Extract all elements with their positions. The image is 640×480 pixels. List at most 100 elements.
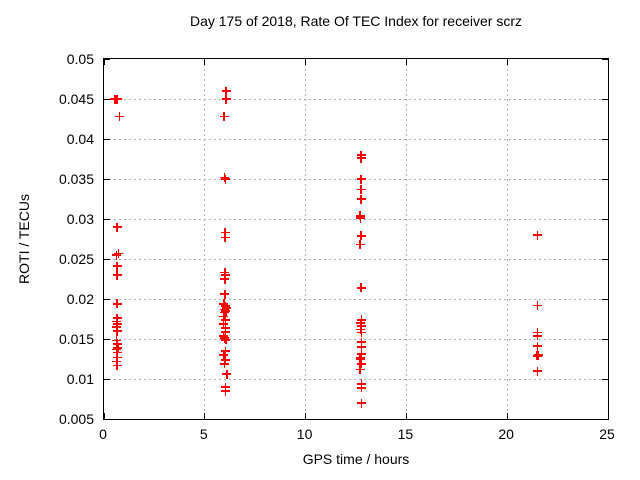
data-point xyxy=(112,222,122,232)
data-point xyxy=(220,315,230,325)
tick-mark-y-right xyxy=(602,58,608,60)
tick-mark-y-right xyxy=(602,98,608,100)
x-tick-label: 5 xyxy=(199,426,208,442)
y-axis-label: ROTI / TECUs xyxy=(16,194,32,284)
data-point xyxy=(355,364,365,374)
data-point xyxy=(356,318,366,328)
data-point xyxy=(355,354,365,364)
chart-title: Day 175 of 2018, Rate Of TEC Index for r… xyxy=(189,13,522,29)
data-point xyxy=(532,230,542,240)
data-point xyxy=(219,112,229,122)
data-point xyxy=(356,283,366,293)
data-point xyxy=(220,346,230,356)
data-point xyxy=(356,194,366,204)
y-tick-label: 0.02 xyxy=(66,291,94,307)
tick-mark-y-left xyxy=(104,58,110,60)
tick-mark-x-bottom xyxy=(607,413,609,419)
tick-mark-y-left xyxy=(104,338,110,340)
y-tick-label: 0.025 xyxy=(58,251,94,267)
data-point xyxy=(356,184,366,194)
data-point xyxy=(355,240,365,250)
tick-mark-x-bottom xyxy=(305,413,307,419)
data-point xyxy=(112,250,122,260)
data-point xyxy=(219,312,229,322)
x-tick-label: 10 xyxy=(296,426,313,442)
grid-line-x xyxy=(204,59,206,419)
data-point xyxy=(357,321,367,331)
grid-line-x xyxy=(305,59,307,419)
data-point xyxy=(112,360,122,370)
y-tick-label: 0.005 xyxy=(58,411,94,427)
data-point xyxy=(357,383,367,393)
data-point xyxy=(112,299,122,309)
tick-mark-y-right xyxy=(602,258,608,260)
tick-mark-y-left xyxy=(104,138,110,140)
y-tick-label: 0.045 xyxy=(58,91,94,107)
data-point xyxy=(357,359,367,369)
tick-mark-y-right xyxy=(602,338,608,340)
data-point xyxy=(112,270,122,280)
data-point xyxy=(532,366,542,376)
data-point xyxy=(221,306,231,316)
data-point xyxy=(222,369,232,379)
x-tick-label: 25 xyxy=(599,426,615,442)
tick-mark-x-bottom xyxy=(506,413,508,419)
data-point xyxy=(356,153,366,163)
data-point xyxy=(112,261,122,271)
data-point xyxy=(220,289,230,299)
grid-line-y xyxy=(104,218,608,220)
data-point xyxy=(114,112,124,122)
grid-line-y xyxy=(104,258,608,260)
tick-mark-x-top xyxy=(204,59,206,65)
data-point xyxy=(220,301,230,311)
data-point xyxy=(219,331,229,341)
data-point xyxy=(113,343,123,353)
grid-line-y xyxy=(104,338,608,340)
data-point xyxy=(221,86,231,96)
tick-mark-x-top xyxy=(607,59,609,65)
data-point xyxy=(219,299,229,309)
grid-line-y xyxy=(104,98,608,100)
y-tick-label: 0.05 xyxy=(66,51,94,67)
y-tick-label: 0.04 xyxy=(66,131,94,147)
grid-line-x xyxy=(506,59,508,419)
tick-mark-x-top xyxy=(506,59,508,65)
data-point xyxy=(357,315,367,325)
data-point xyxy=(220,172,230,182)
tick-mark-y-left xyxy=(104,418,110,420)
data-point xyxy=(112,94,122,104)
tick-mark-y-left xyxy=(104,258,110,260)
data-point xyxy=(219,319,229,329)
x-axis-label: GPS time / hours xyxy=(302,451,410,467)
data-point xyxy=(532,341,542,351)
tick-mark-y-left xyxy=(104,378,110,380)
data-point xyxy=(221,335,231,345)
tick-mark-x-top xyxy=(405,59,407,65)
tick-mark-y-right xyxy=(602,418,608,420)
tick-mark-y-right xyxy=(602,178,608,180)
data-point xyxy=(220,355,230,365)
y-tick-label: 0.03 xyxy=(66,211,94,227)
data-point xyxy=(357,328,367,338)
data-point xyxy=(357,337,367,347)
tick-mark-x-bottom xyxy=(405,413,407,419)
data-point xyxy=(220,232,230,242)
grid-line-y xyxy=(104,138,608,140)
data-point xyxy=(220,359,230,369)
data-point xyxy=(220,274,230,284)
x-tick-label: 0 xyxy=(99,426,107,442)
y-tick-label: 0.035 xyxy=(58,171,94,187)
data-point xyxy=(112,326,122,336)
grid-line-y xyxy=(104,378,608,380)
tick-mark-y-left xyxy=(104,298,110,300)
tick-mark-y-left xyxy=(104,98,110,100)
data-point xyxy=(356,231,366,241)
data-point xyxy=(220,228,230,238)
grid-line-y xyxy=(104,298,608,300)
data-point xyxy=(112,348,122,358)
y-tick-label: 0.015 xyxy=(58,331,94,347)
data-point xyxy=(532,300,542,310)
grid-line-y xyxy=(104,178,608,180)
tick-mark-x-bottom xyxy=(204,413,206,419)
